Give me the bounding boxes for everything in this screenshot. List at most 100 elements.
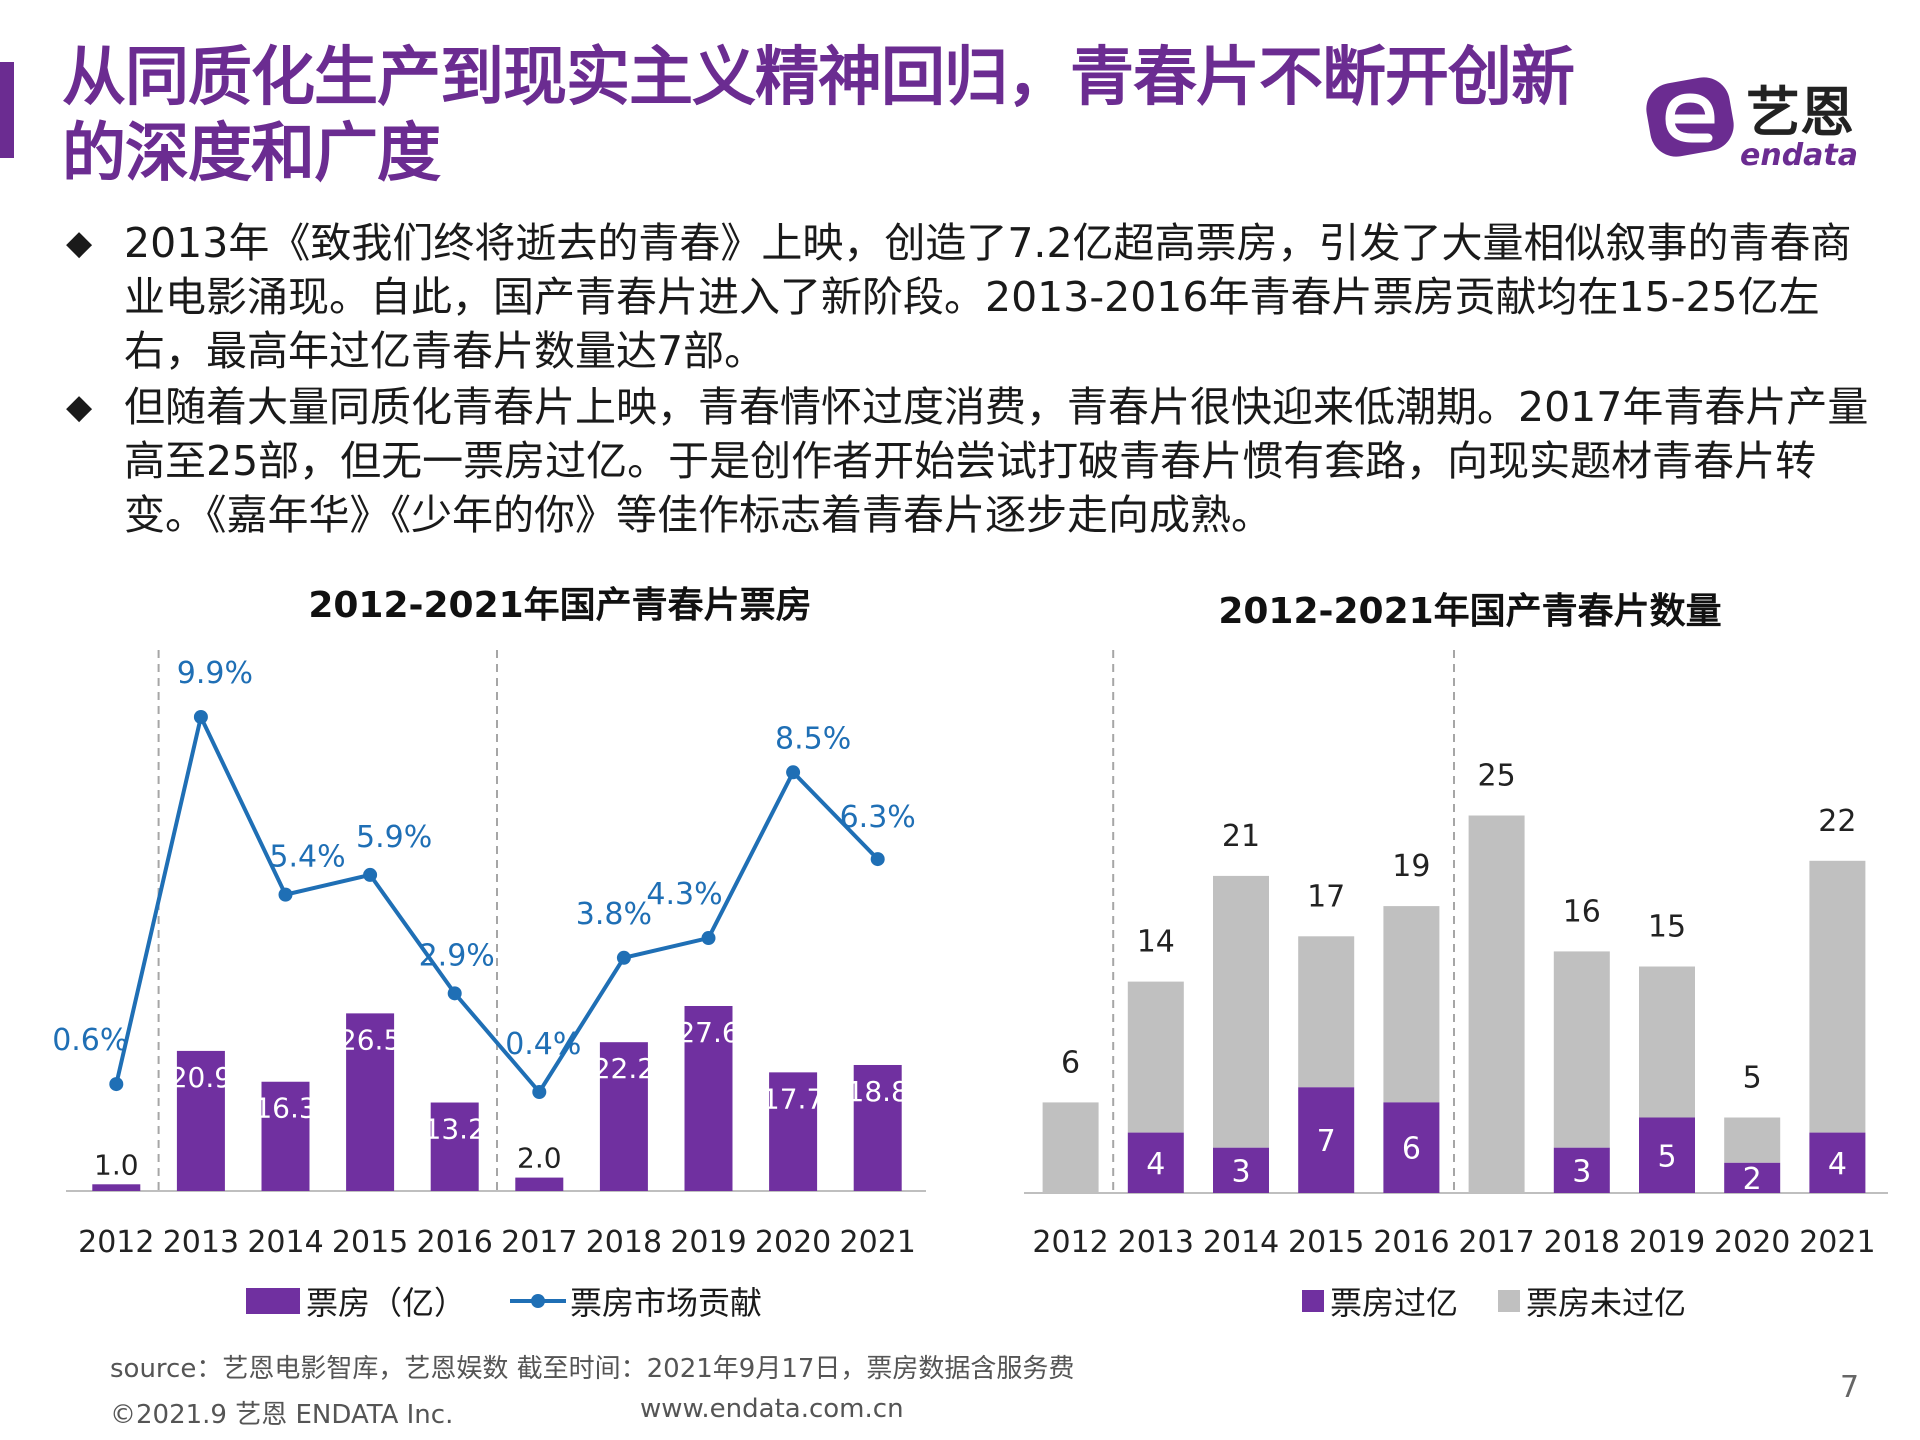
legend-gray-swatch [1498,1290,1521,1312]
right-chart-title: 2012-2021年国产青春片数量 [1218,591,1722,632]
over-100m-value-label: 4 [1146,1147,1165,1182]
endata-logo: 艺恩 endata [1640,64,1890,174]
over-100m-segment [1213,1147,1269,1193]
x-tick-label: 2020 [755,1225,831,1260]
box-office-bar [599,1042,648,1191]
x-tick-label: 2018 [586,1225,662,1260]
over-100m-value-label: 3 [1572,1154,1591,1189]
not-over-100m-segment [1724,1117,1781,1163]
legend-bar-swatch [246,1288,300,1314]
page-title: 从同质化生产到现实主义精神回归，青春片不断开创新的深度和广度 [62,41,1575,191]
x-tick-label: 2014 [247,1225,323,1260]
bar-value-label: 26.5 [339,1023,401,1056]
total-value-label: 25 [1478,759,1516,794]
not-over-100m-segment [1809,860,1866,1133]
x-tick-label: 2012 [78,1225,154,1260]
x-tick-label: 2013 [163,1225,239,1260]
market-share-label: 3.8% [576,897,652,932]
bar-value-label: 13.2 [424,1113,486,1146]
over-100m-segment [1553,1147,1610,1193]
box-office-bar [261,1081,310,1191]
box-office-bar [176,1050,225,1191]
over-100m-value-label: 6 [1402,1132,1421,1167]
not-over-100m-segment [1468,815,1525,1193]
market-share-label: 2.9% [419,938,495,973]
bar-value-label: 27.6 [677,1016,739,1049]
not-over-100m-segment [1127,981,1184,1133]
x-tick-label: 2019 [670,1225,746,1260]
page-number: 7 [1840,1370,1860,1405]
bullet-list: ◆ 2013年《致我们终将逝去的青春》上映，创造了7.2亿超高票房，引发了大量相似… [60,216,1880,544]
box-office-bar [430,1102,479,1191]
box-office-bar [769,1072,818,1191]
legend-purple-swatch [1302,1290,1324,1312]
not-over-100m-segment [1639,966,1695,1118]
x-tick-label: 2014 [1203,1225,1279,1260]
x-tick-label: 2018 [1544,1225,1620,1260]
diamond-bullet-icon: ◆ [66,387,93,427]
market-share-point [363,867,378,882]
over-100m-segment [1298,1087,1355,1193]
copyright: ©2021.9 艺恩 ENDATA Inc. [110,1400,454,1430]
bar-value-label: 18.8 [847,1075,909,1108]
bullet-text: 但随着大量同质化青春片上映，青春情怀过度消费，青春片很快迎来低潮期。2017年青… [124,383,1869,539]
box-office-bar [92,1184,141,1191]
legend-line-swatch [510,1294,567,1308]
x-tick-label: 2015 [1288,1225,1364,1260]
over-100m-value-label: 7 [1317,1124,1336,1159]
legend-gray-label: 票房未过亿 [1526,1284,1687,1322]
title-accent-bar [0,62,14,158]
market-share-point [701,931,716,946]
market-share-point [447,986,462,1001]
legend-line-label: 票房市场贡献 [570,1284,763,1322]
market-share-point [616,950,631,965]
source-note: source：艺恩电影智库，艺恩娱数 截至时间：2021年9月17日，票房数据含… [110,1354,1075,1384]
market-share-label: 9.9% [177,656,253,691]
box-office-bar [346,1013,395,1191]
bar-value-label: 2.0 [517,1142,562,1175]
market-share-label: 8.5% [775,721,851,756]
right-chart-legend: 票房过亿 票房未过亿 [1302,1278,1686,1324]
logo-name: 艺恩 [1746,81,1854,144]
bullet-item: ◆ 2013年《致我们终将逝去的青春》上映，创造了7.2亿超高票房，引发了大量相似… [60,216,1880,378]
market-share-label: 5.4% [269,840,345,875]
box-office-chart: 1.0201220.9201316.3201426.5201513.220162… [52,650,926,1260]
market-share-label: 6.3% [840,800,916,835]
x-tick-label: 2017 [1458,1225,1534,1260]
market-share-point [193,710,208,724]
market-share-label: 5.9% [356,820,432,855]
over-100m-value-label: 4 [1828,1147,1847,1182]
not-over-100m-segment [1213,875,1269,1148]
website-link[interactable]: www.endata.com.cn [640,1394,904,1424]
not-over-100m-segment [1042,1102,1099,1193]
over-100m-value-label: 5 [1657,1139,1676,1174]
left-chart-legend: 票房（亿） 票房市场贡献 [246,1278,762,1324]
legend-bar-label: 票房（亿） [306,1284,467,1322]
over-100m-segment [1127,1132,1184,1193]
bar-value-label: 20.9 [170,1061,232,1094]
not-over-100m-segment [1383,906,1440,1103]
x-tick-label: 2017 [501,1225,577,1260]
market-share-point [532,1085,547,1099]
market-share-label: 0.4% [505,1027,581,1062]
total-value-label: 17 [1307,879,1345,914]
bullet-text: 2013年《致我们终将逝去的青春》上映，创造了7.2亿超高票房，引发了大量相似叙… [124,219,1852,375]
endata-logo-icon [1646,77,1734,157]
x-tick-label: 2016 [417,1225,493,1260]
box-office-bar [684,1006,733,1191]
total-value-label: 22 [1818,804,1856,839]
diamond-bullet-icon: ◆ [66,223,93,263]
not-over-100m-segment [1553,951,1610,1148]
total-value-label: 14 [1137,925,1175,960]
x-tick-label: 2019 [1629,1225,1705,1260]
legend-purple-label: 票房过亿 [1330,1284,1459,1322]
logo-subtitle: endata [1740,138,1859,173]
x-tick-label: 2016 [1373,1225,1449,1260]
over-100m-segment [1724,1162,1781,1193]
market-share-point [870,852,885,867]
total-value-label: 21 [1222,819,1260,854]
over-100m-segment [1809,1132,1866,1193]
bar-value-label: 22.2 [593,1052,655,1085]
film-count-chart: 6201241420133212014717201561920162520173… [1024,650,1888,1260]
bar-value-label: 16.3 [254,1092,316,1125]
